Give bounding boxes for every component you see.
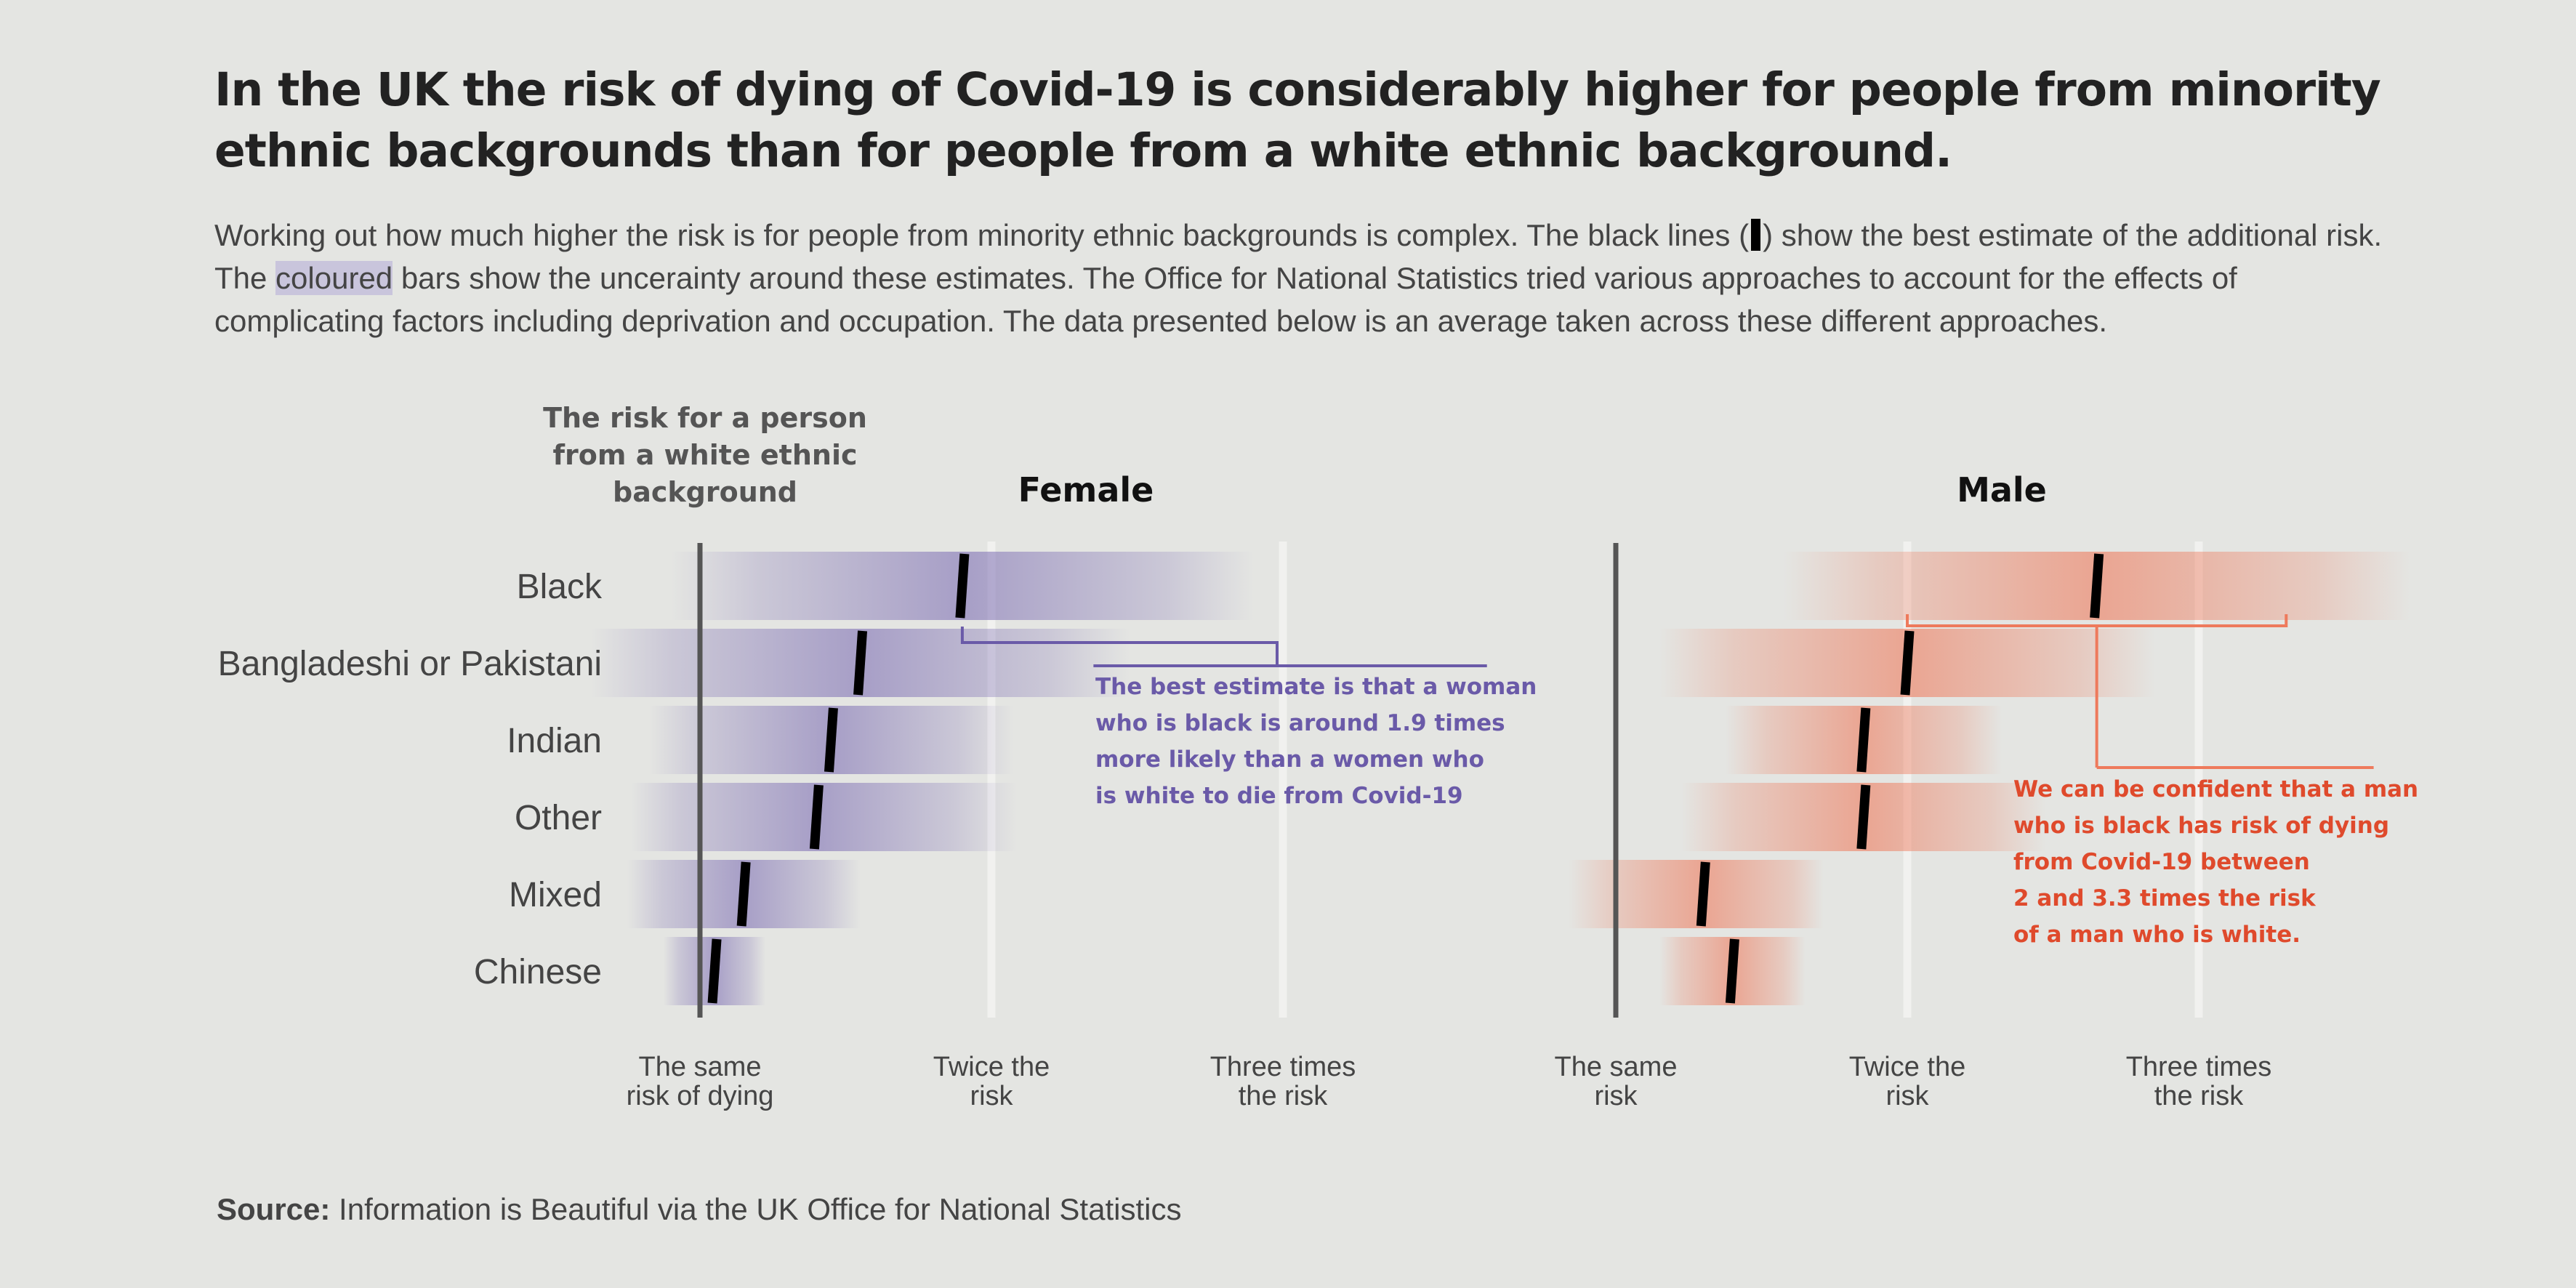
estimate-line xyxy=(1856,784,1871,850)
subtitle-part-1: Working out how much higher the risk is … xyxy=(214,218,1750,252)
estimate-line xyxy=(809,784,824,850)
x-tick-label: risk of dying xyxy=(627,1081,774,1111)
estimate-line xyxy=(736,861,751,927)
baseline-label-line: from a white ethnic xyxy=(552,439,857,471)
estimate-line xyxy=(1856,707,1871,773)
estimate-line xyxy=(1725,938,1739,1004)
x-tick-label: Three times xyxy=(1210,1052,1356,1082)
category-label: Chinese xyxy=(474,953,602,991)
source-label: Source: xyxy=(217,1192,331,1226)
baseline-label-line: The risk for a person xyxy=(543,402,867,434)
category-label: Indian xyxy=(507,722,602,760)
estimate-line xyxy=(1696,861,1710,927)
estimate-line xyxy=(955,553,970,619)
annotation-line: from Covid-19 between xyxy=(2013,849,2310,875)
source-text: Information is Beautiful via the UK Offi… xyxy=(339,1192,1182,1226)
annotation-line: is white to die from Covid-19 xyxy=(1095,783,1463,809)
annotation-leader xyxy=(960,627,1487,667)
uncertainty-bar xyxy=(630,783,1018,851)
subtitle: Working out how much higher the risk is … xyxy=(214,214,2395,342)
panel-title: Female xyxy=(1018,470,1154,510)
subtitle-part-2: ) show the best estimate of the addition… xyxy=(214,218,2383,295)
estimate-line-icon xyxy=(1751,219,1761,251)
page-title: In the UK the risk of dying of Covid-19 … xyxy=(214,63,2381,177)
x-tick-label: Three times xyxy=(2126,1052,2272,1082)
x-tick-label: the risk xyxy=(2154,1081,2244,1111)
category-label: Bangladeshi or Pakistani xyxy=(218,645,602,683)
subtitle-highlight: coloured xyxy=(275,261,393,295)
annotation-leader xyxy=(1906,614,2374,769)
x-tick-label: Twice the xyxy=(1849,1052,1966,1082)
estimate-line xyxy=(1900,630,1915,696)
baseline-label-line: background xyxy=(613,476,797,508)
category-label: Mixed xyxy=(509,876,602,914)
annotation-line: who is black has risk of dying xyxy=(2013,813,2389,839)
annotation-line: who is black is around 1.9 times xyxy=(1095,710,1505,736)
estimate-line xyxy=(707,938,722,1004)
category-label: Black xyxy=(517,568,603,606)
annotation-line: The best estimate is that a woman xyxy=(1095,674,1537,700)
estimate-line xyxy=(2090,553,2104,619)
uncertainty-bar xyxy=(1568,860,1824,928)
source-note: Source: Information is Beautiful via the… xyxy=(217,1192,1181,1227)
panel-title: Male xyxy=(1957,470,2047,510)
x-tick-label: risk xyxy=(970,1081,1013,1111)
annotation-line: more likely than a women who xyxy=(1095,746,1484,773)
estimate-line xyxy=(853,630,868,696)
subtitle-part-3: bars show the unceraintу around these es… xyxy=(214,261,2237,338)
x-tick-label: the risk xyxy=(1239,1081,1328,1111)
x-tick-label: Twice the xyxy=(933,1052,1050,1082)
category-label: Other xyxy=(515,799,602,837)
annotation-line: We can be confident that a man xyxy=(2013,776,2418,802)
annotation-line: 2 and 3.3 times the risk xyxy=(2013,885,2317,911)
estimate-line xyxy=(824,707,838,773)
annotation-line: of a man who is white. xyxy=(2013,922,2301,948)
x-tick-label: risk xyxy=(1594,1081,1638,1111)
x-tick-label: risk xyxy=(1885,1081,1929,1111)
x-tick-label: The same xyxy=(639,1052,762,1082)
x-tick-label: The same xyxy=(1555,1052,1678,1082)
